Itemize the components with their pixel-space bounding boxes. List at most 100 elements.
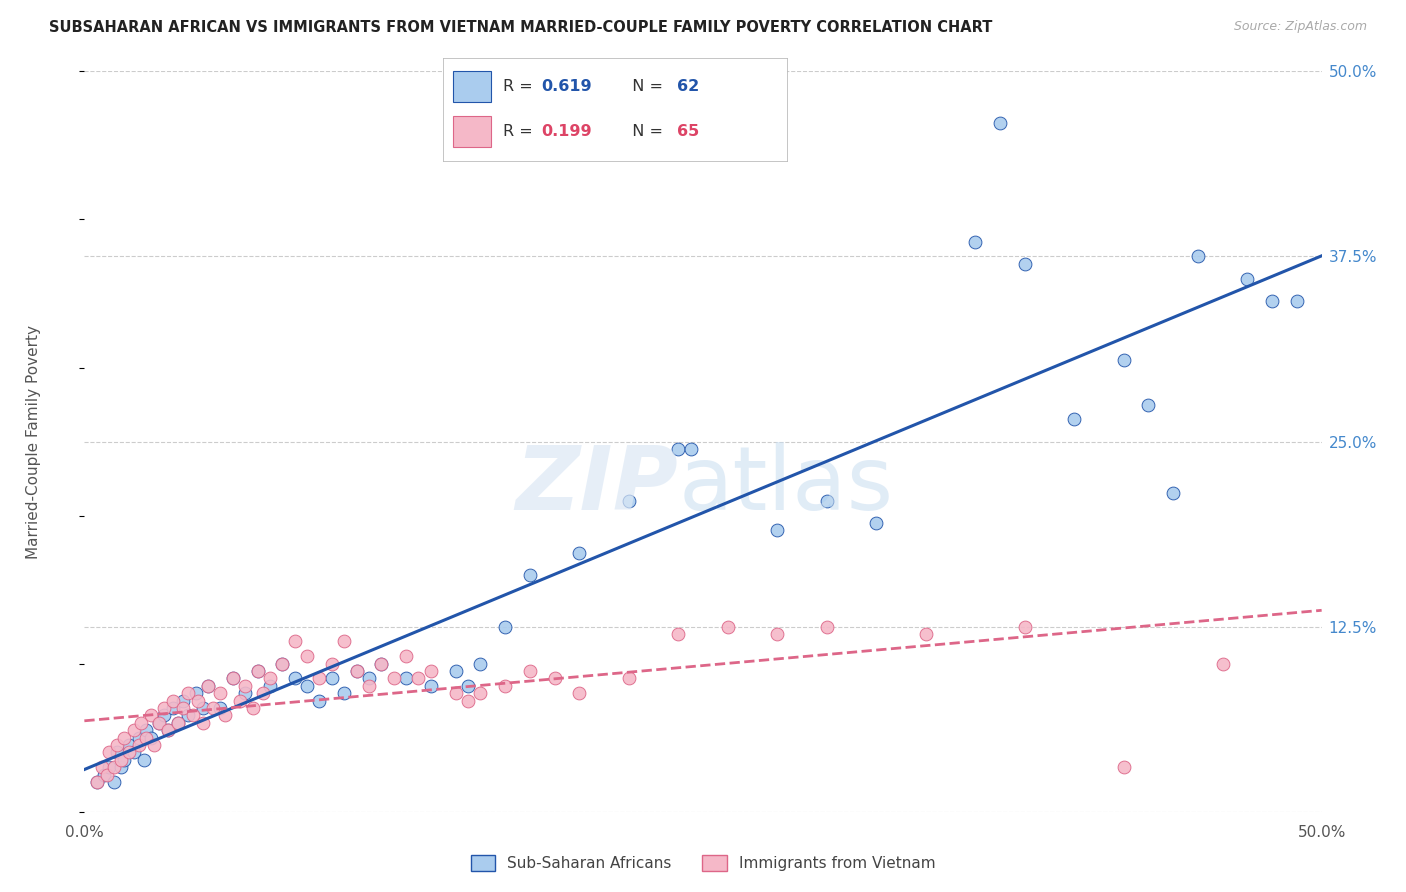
- Point: [271, 657, 294, 671]
- Point: [1014, 619, 1036, 633]
- Point: [1112, 760, 1135, 774]
- Point: [209, 686, 232, 700]
- Point: [122, 723, 145, 738]
- Point: [157, 723, 180, 738]
- Point: [357, 679, 380, 693]
- Point: [98, 746, 121, 760]
- Point: [181, 708, 204, 723]
- Point: [395, 672, 418, 686]
- Point: [246, 664, 269, 678]
- Legend: Sub-Saharan Africans, Immigrants from Vietnam: Sub-Saharan Africans, Immigrants from Vi…: [464, 849, 942, 877]
- Point: [177, 686, 200, 700]
- Point: [132, 753, 155, 767]
- Point: [519, 567, 541, 582]
- Text: R =: R =: [503, 124, 538, 139]
- Text: Source: ZipAtlas.com: Source: ZipAtlas.com: [1233, 20, 1367, 33]
- Text: N =: N =: [621, 124, 668, 139]
- Point: [370, 657, 392, 671]
- Point: [914, 627, 936, 641]
- Point: [122, 746, 145, 760]
- Point: [112, 753, 135, 767]
- Point: [295, 649, 318, 664]
- Point: [142, 738, 165, 752]
- Point: [162, 694, 184, 708]
- Text: 0.619: 0.619: [541, 79, 592, 95]
- Point: [346, 664, 368, 678]
- Point: [1261, 293, 1284, 308]
- Point: [177, 708, 200, 723]
- Point: [259, 672, 281, 686]
- Point: [167, 715, 190, 730]
- Point: [162, 701, 184, 715]
- Point: [666, 442, 689, 456]
- Point: [152, 701, 174, 715]
- Point: [246, 664, 269, 678]
- Point: [135, 723, 157, 738]
- Point: [617, 493, 640, 508]
- Point: [103, 760, 125, 774]
- Point: [965, 235, 987, 249]
- Point: [666, 627, 689, 641]
- Point: [202, 701, 225, 715]
- Point: [105, 746, 128, 760]
- Text: 65: 65: [678, 124, 699, 139]
- Point: [214, 708, 236, 723]
- Point: [308, 694, 330, 708]
- Point: [172, 694, 194, 708]
- Point: [93, 767, 115, 781]
- Point: [1014, 257, 1036, 271]
- Point: [1187, 250, 1209, 264]
- Point: [233, 686, 256, 700]
- Point: [129, 715, 152, 730]
- Point: [86, 775, 108, 789]
- Point: [152, 708, 174, 723]
- Point: [110, 753, 132, 767]
- Point: [148, 715, 170, 730]
- Point: [444, 686, 467, 700]
- Point: [408, 672, 430, 686]
- Point: [86, 775, 108, 789]
- Point: [197, 679, 219, 693]
- Point: [284, 634, 307, 648]
- Point: [233, 679, 256, 693]
- Point: [457, 694, 479, 708]
- Point: [191, 701, 214, 715]
- Point: [321, 657, 343, 671]
- Point: [242, 701, 264, 715]
- Text: 0.199: 0.199: [541, 124, 592, 139]
- Text: ZIP: ZIP: [516, 442, 678, 530]
- Point: [370, 657, 392, 671]
- Point: [815, 493, 838, 508]
- Point: [1112, 353, 1135, 368]
- Point: [1212, 657, 1234, 671]
- Point: [766, 524, 789, 538]
- Point: [568, 546, 591, 560]
- Point: [419, 679, 441, 693]
- Bar: [453, 71, 491, 102]
- Point: [1161, 486, 1184, 500]
- Point: [382, 672, 405, 686]
- Point: [617, 672, 640, 686]
- Text: 62: 62: [678, 79, 699, 95]
- Point: [494, 619, 516, 633]
- Point: [494, 679, 516, 693]
- Point: [470, 686, 492, 700]
- Point: [815, 619, 838, 633]
- Point: [98, 760, 121, 774]
- Point: [988, 116, 1011, 130]
- Point: [1236, 271, 1258, 285]
- Point: [197, 679, 219, 693]
- Point: [187, 694, 209, 708]
- Point: [543, 672, 565, 686]
- Point: [252, 686, 274, 700]
- Point: [865, 516, 887, 530]
- Point: [259, 679, 281, 693]
- Text: SUBSAHARAN AFRICAN VS IMMIGRANTS FROM VIETNAM MARRIED-COUPLE FAMILY POVERTY CORR: SUBSAHARAN AFRICAN VS IMMIGRANTS FROM VI…: [49, 20, 993, 35]
- Point: [209, 701, 232, 715]
- Point: [1137, 397, 1160, 411]
- Point: [308, 672, 330, 686]
- Point: [444, 664, 467, 678]
- Point: [271, 657, 294, 671]
- Point: [321, 672, 343, 686]
- Point: [346, 664, 368, 678]
